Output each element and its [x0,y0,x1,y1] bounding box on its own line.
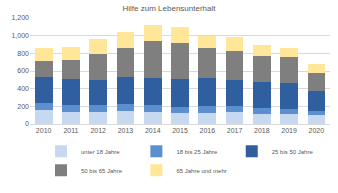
svg-text:2010: 2010 [36,127,52,134]
svg-text:800: 800 [17,50,29,57]
svg-text:2018: 2018 [254,127,270,134]
svg-text:2013: 2013 [118,127,134,134]
svg-text:0: 0 [25,120,29,127]
svg-text:2011: 2011 [63,127,78,134]
svg-text:2014: 2014 [145,127,161,134]
svg-text:50 bis 65 Jahre: 50 bis 65 Jahre [81,168,123,174]
svg-text:2019: 2019 [281,127,297,134]
svg-text:2015: 2015 [172,127,188,134]
svg-text:2017: 2017 [227,127,243,134]
svg-text:25 bis 50 Jahre: 25 bis 50 Jahre [272,149,314,155]
svg-text:65 Jahre und mehr: 65 Jahre und mehr [176,168,226,174]
svg-text:unter 18 Jahre: unter 18 Jahre [81,149,120,155]
svg-text:1,000: 1,000 [11,32,29,39]
svg-text:400: 400 [17,85,29,92]
svg-text:2020: 2020 [309,127,325,134]
svg-text:18 bis 25 Jahre: 18 bis 25 Jahre [176,149,218,155]
svg-text:200: 200 [17,103,29,110]
svg-text:2016: 2016 [199,127,215,134]
svg-text:1,200: 1,200 [11,14,29,21]
svg-text:Hilfe zum Lebensunterhalt: Hilfe zum Lebensunterhalt [123,4,217,13]
svg-text:2012: 2012 [90,127,106,134]
svg-text:600: 600 [17,67,29,74]
